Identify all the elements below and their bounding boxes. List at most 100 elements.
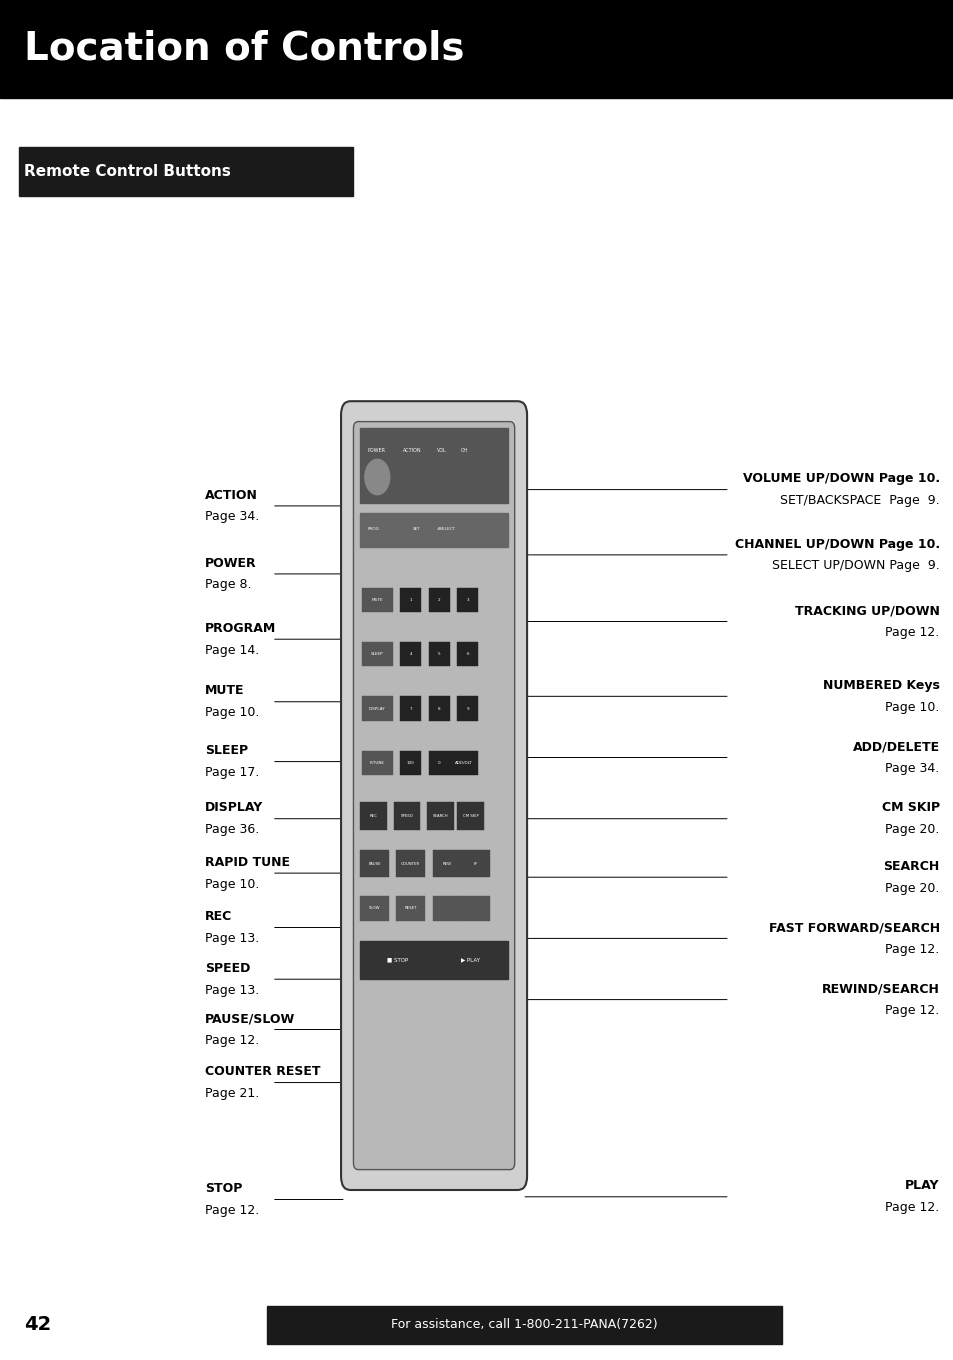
Text: ACTION: ACTION [403,449,421,453]
Text: Page 12.: Page 12. [205,1204,259,1217]
Bar [362,751,393,775]
Text: Page 8.: Page 8. [205,578,252,592]
Text: Remote Control Buttons: Remote Control Buttons [24,163,231,180]
Bar [429,588,450,612]
Bar [362,642,393,666]
Text: PROG: PROG [368,528,379,530]
Text: PAUSE/SLOW: PAUSE/SLOW [205,1012,295,1025]
Text: #SELECT: #SELECT [436,528,455,530]
Text: STOP: STOP [205,1182,242,1195]
Text: REC: REC [205,910,233,923]
Text: SLEEP: SLEEP [371,653,383,656]
Text: ADD/DLT: ADD/DLT [455,762,473,764]
Bar [362,696,393,721]
Text: Page 14.: Page 14. [205,643,259,657]
Text: 1: 1 [409,598,412,601]
FancyBboxPatch shape [341,401,526,1190]
Text: Page 13.: Page 13. [205,983,259,997]
Bar [393,802,420,830]
Text: 3: 3 [466,598,469,601]
Text: NUMBERED Keys: NUMBERED Keys [821,679,939,692]
Bar [461,896,490,921]
Bar [362,588,393,612]
Text: Page 36.: Page 36. [205,823,259,836]
Text: Page 10.: Page 10. [205,877,259,891]
Text: Page 12.: Page 12. [884,626,939,639]
Text: Page 34.: Page 34. [884,762,939,775]
Text: Page 34.: Page 34. [205,510,259,524]
Bar [360,513,507,547]
Text: DISPLAY: DISPLAY [369,707,385,710]
Text: R-TUNE: R-TUNE [370,762,384,764]
Bar [429,751,450,775]
Text: Page 20.: Page 20. [884,823,939,836]
Text: 4: 4 [409,653,412,656]
Text: Page 12.: Page 12. [884,1004,939,1017]
Text: SET: SET [413,528,420,530]
Bar [19,147,353,196]
Text: Page 12.: Page 12. [884,1201,939,1214]
Text: VOLUME UP/DOWN Page 10.: VOLUME UP/DOWN Page 10. [741,472,939,486]
Text: 0: 0 [437,762,440,764]
Text: SELECT UP/DOWN Page  9.: SELECT UP/DOWN Page 9. [771,559,939,573]
Text: PLAY: PLAY [904,1179,939,1193]
Text: Page 20.: Page 20. [884,881,939,895]
Text: SLOW: SLOW [368,907,380,910]
Bar [396,850,424,877]
Text: For assistance, call 1-800-211-PANA(7262): For assistance, call 1-800-211-PANA(7262… [391,1318,658,1331]
Text: COUNTER: COUNTER [400,862,420,865]
Text: SEARCH: SEARCH [432,815,448,817]
Bar [360,896,389,921]
Bar [427,802,454,830]
Text: ADD/DELETE: ADD/DELETE [852,740,939,753]
Text: Location of Controls: Location of Controls [24,30,464,68]
Text: COUNTER RESET: COUNTER RESET [205,1065,320,1078]
Text: PAUSE: PAUSE [368,862,380,865]
Text: RAPID TUNE: RAPID TUNE [205,855,290,869]
Bar [457,642,478,666]
Text: CM SKIP: CM SKIP [462,815,478,817]
Bar [400,588,421,612]
FancyBboxPatch shape [353,422,515,1170]
Bar [432,850,461,877]
Bar [0,0,953,98]
Text: CM SKIP: CM SKIP [881,801,939,815]
Text: ■ STOP: ■ STOP [386,957,408,963]
Text: Page 21.: Page 21. [205,1087,259,1100]
Text: ACTION: ACTION [205,488,257,502]
Text: REWIND/SEARCH: REWIND/SEARCH [821,982,939,996]
Bar [400,696,421,721]
Circle shape [365,460,390,495]
Text: SLEEP: SLEEP [205,744,248,758]
Text: TRACKING UP/DOWN: TRACKING UP/DOWN [794,604,939,617]
Text: MUTE: MUTE [371,598,383,601]
Bar [267,1306,781,1344]
Text: 5: 5 [437,653,440,656]
Text: PROGRAM: PROGRAM [205,622,276,635]
Text: Page 12.: Page 12. [884,942,939,956]
Text: CH: CH [460,449,467,453]
Bar [461,850,490,877]
Text: CHANNEL UP/DOWN Page 10.: CHANNEL UP/DOWN Page 10. [734,537,939,551]
Text: REW: REW [442,862,451,865]
Text: DISPLAY: DISPLAY [205,801,263,815]
Bar [457,696,478,721]
Text: 6: 6 [466,653,469,656]
Text: Page 10.: Page 10. [884,700,939,714]
Bar [432,896,461,921]
Text: MUTE: MUTE [205,684,244,698]
Text: Page 12.: Page 12. [205,1034,259,1047]
Bar [457,802,484,830]
Bar [400,642,421,666]
Text: FAST FORWARD/SEARCH: FAST FORWARD/SEARCH [768,921,939,934]
Bar [360,850,389,877]
Text: ▶ PLAY: ▶ PLAY [461,957,479,963]
Text: Page 13.: Page 13. [205,932,259,945]
Text: RESET: RESET [404,907,416,910]
Text: VOL: VOL [436,449,446,453]
Bar [396,896,424,921]
Bar [450,751,478,775]
Bar [360,802,387,830]
Text: FF: FF [473,862,477,865]
Text: POWER: POWER [368,449,385,453]
